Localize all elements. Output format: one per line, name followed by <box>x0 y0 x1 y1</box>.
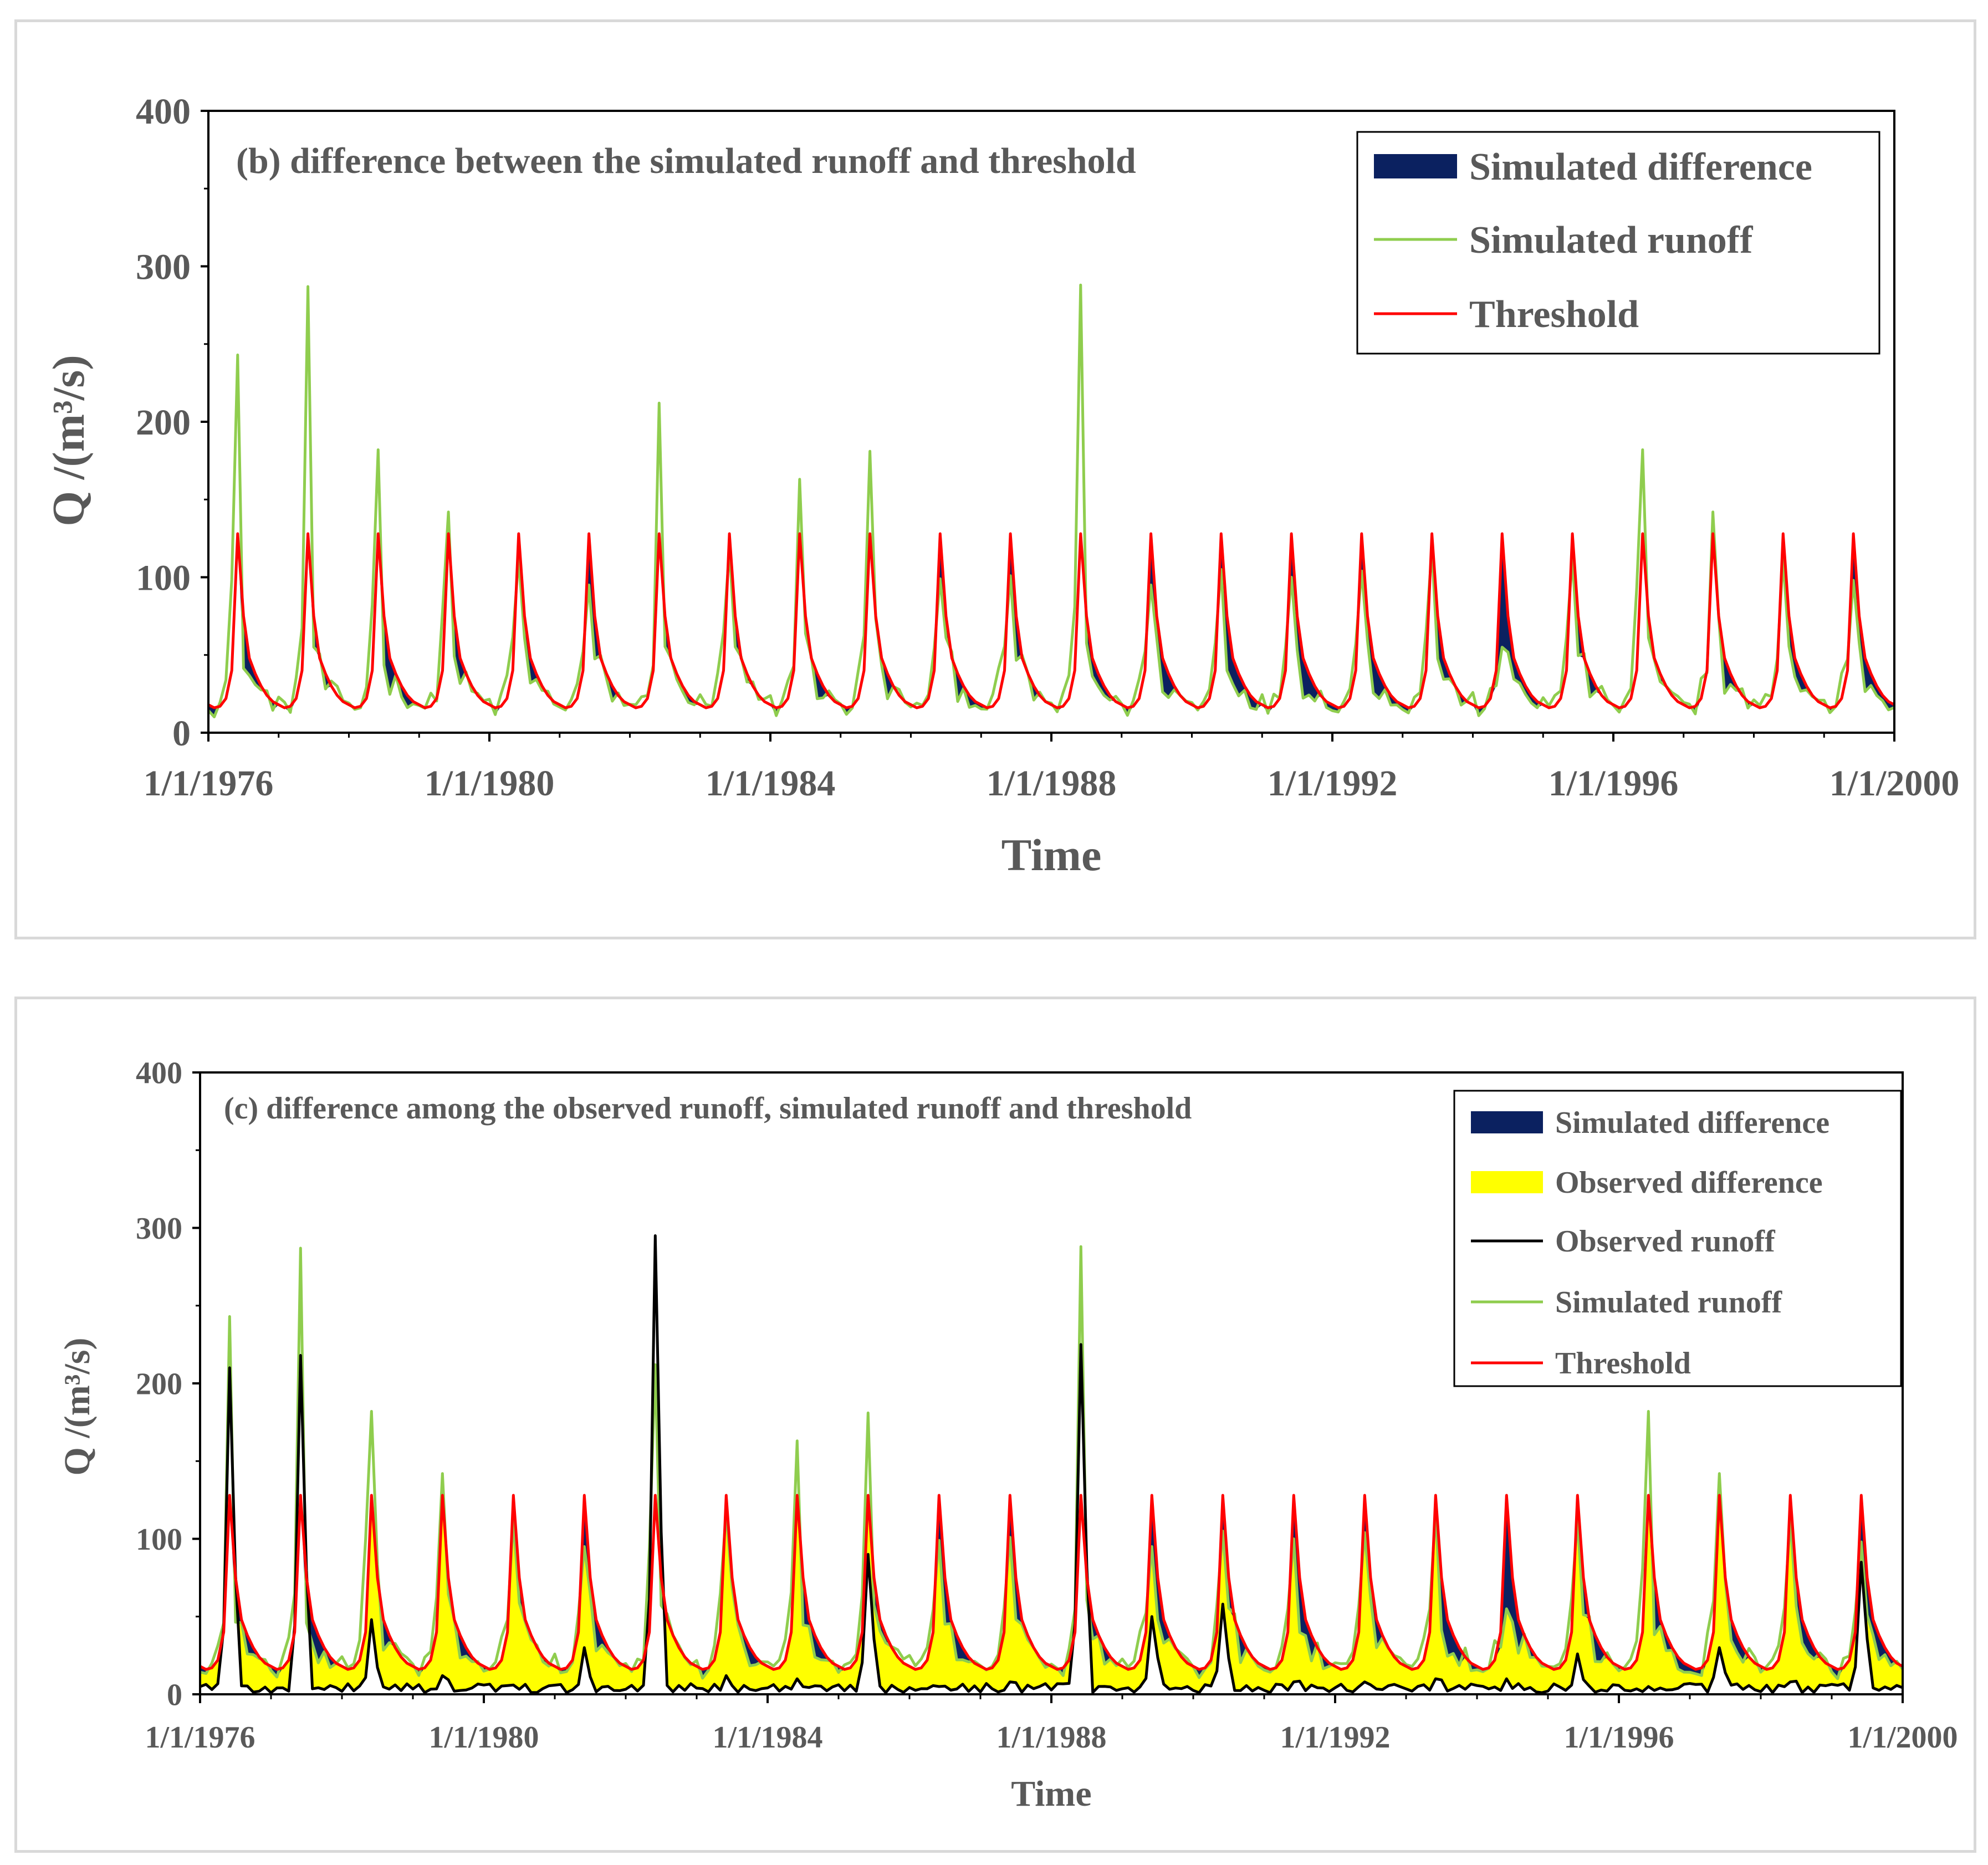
panel-b: 0 100 200 300 400 1/1/1976 1/1/1980 1/1/1984 1/1… <box>14 19 1976 939</box>
x-tick-label: 1/1/1976 <box>144 763 274 804</box>
simulated-runoff-line <box>200 1245 1904 1680</box>
chart-c-ylabel: Q /(m³/s) <box>57 1338 98 1476</box>
chart-c-marks: 0 100 200 300 400 1/1/1976 1/1/1980 1/1/1984 1/1… <box>136 1056 1958 1755</box>
legend-box <box>1453 1090 1902 1387</box>
threshold-line <box>207 532 1895 709</box>
y-tick-label: 100 <box>136 558 191 599</box>
x-tick-label: 1/1/1988 <box>996 1720 1106 1755</box>
chart-b: 0 100 200 300 400 1/1/1976 1/1/1980 1/1/1984 1/1… <box>43 91 1959 880</box>
x-tick-label: 1/1/1980 <box>428 1720 539 1755</box>
x-tick-label: 1/1/1980 <box>425 763 555 804</box>
legend-key-simulated-difference <box>1374 154 1457 178</box>
legend-label: Simulated difference <box>1469 146 1812 188</box>
legend-label: Observed difference <box>1555 1166 1823 1200</box>
x-tick-label: 1/1/1976 <box>145 1720 255 1755</box>
legend-label: Simulated runoff <box>1469 219 1753 262</box>
y-tick-label: 0 <box>172 713 191 754</box>
x-tick-label: 1/1/1984 <box>706 763 836 804</box>
chart-b-xlabel: Time <box>1001 830 1102 880</box>
x-tick-label: 1/1/1992 <box>1268 763 1398 804</box>
y-tick-label: 200 <box>136 1367 182 1402</box>
chart-c-title: (c) difference among the observed runoff… <box>224 1091 1192 1126</box>
x-tick-label: 1/1/1996 <box>1549 763 1679 804</box>
x-tick-label: 1/1/1996 <box>1563 1720 1674 1755</box>
legend-key-observed-difference <box>1471 1171 1543 1193</box>
chart-c-legend: Simulated difference Observed difference O… <box>1453 1090 1902 1387</box>
observed-runoff-line <box>200 1234 1903 1694</box>
chart-c-xlabel: Time <box>1011 1774 1091 1814</box>
y-tick-label: 100 <box>136 1522 182 1557</box>
chart-b-title: (b) difference between the simulated run… <box>236 141 1136 181</box>
chart-c: 0 100 200 300 400 1/1/1976 1/1/1980 1/1/1984 1/1… <box>57 1056 1958 1814</box>
legend-label: Simulated runoff <box>1555 1285 1782 1320</box>
threshold-line <box>199 1494 1904 1671</box>
legend-label: Threshold <box>1469 293 1639 336</box>
chart-b-ylabel: Q /(m³/s) <box>43 355 94 526</box>
legend-label: Threshold <box>1555 1346 1691 1381</box>
y-tick-label: 400 <box>136 1056 182 1091</box>
legend-key-simulated-difference <box>1471 1111 1543 1133</box>
legend-label: Simulated difference <box>1555 1106 1829 1140</box>
chart-b-legend: Simulated difference Simulated runoff Thre… <box>1356 131 1880 355</box>
legend-label: Observed runoff <box>1555 1224 1776 1259</box>
y-tick-label: 400 <box>136 91 191 132</box>
x-tick-label: 1/1/2000 <box>1829 763 1960 804</box>
x-tick-label: 1/1/1988 <box>987 763 1117 804</box>
observed-difference-area <box>200 1495 1903 1693</box>
y-tick-label: 200 <box>136 402 191 443</box>
y-tick-label: 0 <box>167 1678 182 1713</box>
y-tick-label: 300 <box>136 247 191 288</box>
panel-c: 0 100 200 300 400 1/1/1976 1/1/1980 1/1/1984 1/1… <box>14 997 1976 1853</box>
chart-b-marks: 0 100 200 300 400 1/1/1976 1/1/1980 1/1/1984 1/1… <box>136 91 1959 804</box>
x-tick-label: 1/1/2000 <box>1847 1720 1958 1755</box>
x-tick-label: 1/1/1984 <box>712 1720 822 1755</box>
x-tick-label: 1/1/1992 <box>1280 1720 1390 1755</box>
y-tick-label: 300 <box>136 1212 182 1246</box>
